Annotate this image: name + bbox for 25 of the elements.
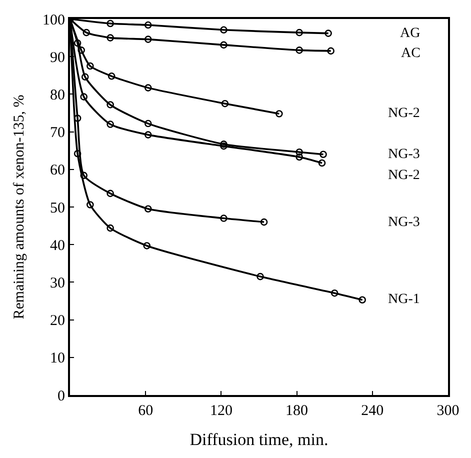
y-tick-label: 80 [50, 87, 65, 104]
x-tick-label: 300 [436, 403, 460, 419]
text: NG-3 [388, 215, 420, 230]
y-tick-label: 50 [50, 200, 65, 216]
y-axis-title: Remaining amounts of xenon-135, % [11, 94, 28, 320]
text: NG-3 [388, 147, 420, 162]
series-label: NG-1 [388, 292, 420, 307]
y-tick-label: 0 [58, 388, 65, 404]
y-tick-label: 70 [50, 125, 65, 142]
y-tick-label: 90 [50, 50, 65, 66]
text: AG [400, 26, 420, 41]
text: AC [401, 46, 420, 61]
y-tick-label: 30 [50, 275, 65, 292]
x-tick-label: 60 [138, 403, 154, 419]
x-tick-label: 240 [361, 403, 384, 419]
x-axis-title: Diffusion time, min. [190, 430, 328, 449]
y-tick-label: 10 [50, 350, 65, 367]
x-tick-label: 120 [210, 403, 232, 419]
x-tick-label: 180 [286, 403, 308, 419]
text: NG-2 [388, 168, 420, 183]
y-tick-label: 60 [50, 162, 65, 179]
y-tick-label: 20 [50, 313, 65, 330]
y-tick-label: 100 [42, 12, 65, 28]
text: NG-2 [388, 106, 420, 121]
y-tick-label: 40 [50, 238, 65, 254]
